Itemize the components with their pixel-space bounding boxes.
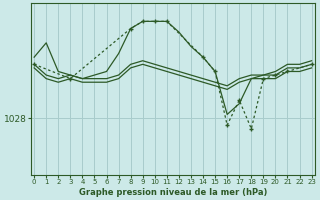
X-axis label: Graphe pression niveau de la mer (hPa): Graphe pression niveau de la mer (hPa) (79, 188, 267, 197)
